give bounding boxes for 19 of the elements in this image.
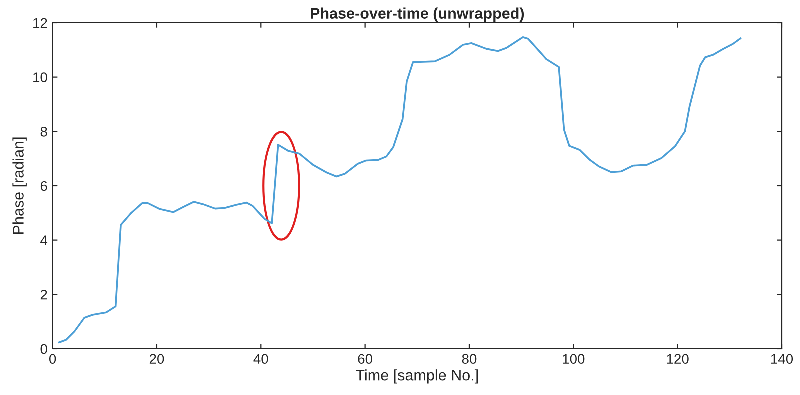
y-tick-label: 12 — [34, 18, 48, 28]
x-axis-title: Time [sample No.] — [356, 370, 478, 384]
x-tick-label: 140 — [771, 354, 794, 364]
x-tick-label: 40 — [254, 354, 268, 364]
y-axis-title: Phase [radian] — [12, 138, 27, 234]
y-tick-label: 2 — [40, 290, 48, 300]
x-tick-label: 0 — [49, 354, 56, 364]
y-tick-label: 10 — [34, 72, 48, 82]
x-tick-label: 100 — [563, 354, 585, 364]
chart-title: Phase-over-time (unwrapped) — [311, 8, 524, 22]
y-tick-label: 8 — [40, 126, 48, 137]
y-tick-label: 4 — [40, 236, 48, 246]
x-tick-label: 120 — [667, 354, 689, 364]
line-series — [58, 36, 742, 344]
x-tick-label: 80 — [462, 354, 477, 364]
y-tick-label: 6 — [40, 181, 48, 192]
x-tick-label: 20 — [150, 354, 164, 364]
x-tick-label: 60 — [358, 354, 372, 364]
y-tick-label: 0 — [40, 344, 48, 354]
